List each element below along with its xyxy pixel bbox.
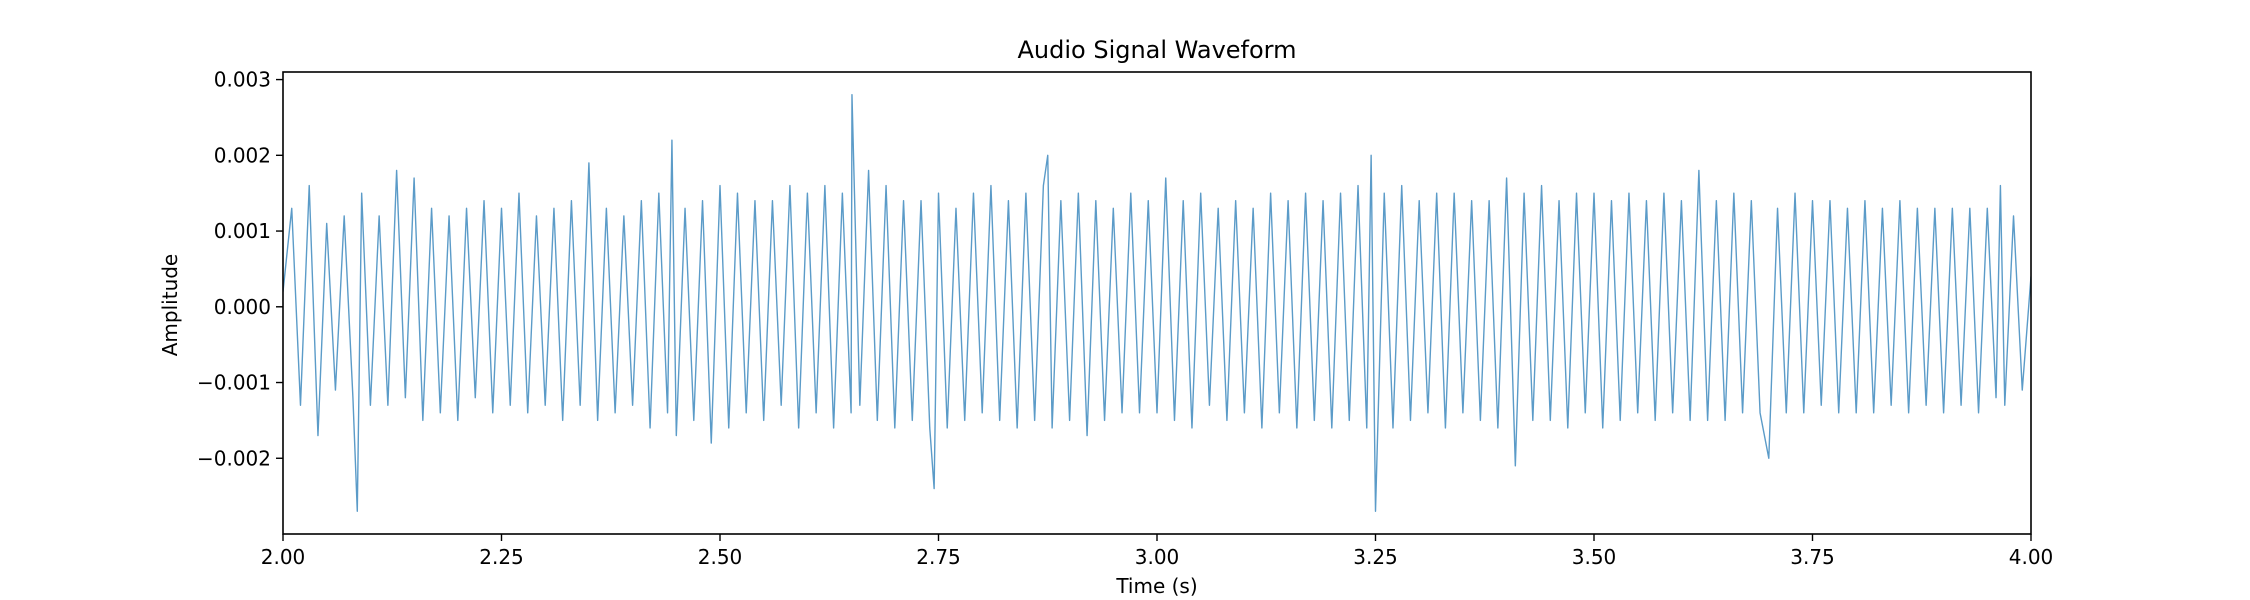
x-tick-label: 3.25 [1353,545,1398,569]
y-axis-title: Amplitude [158,254,182,357]
x-tick-label: 2.00 [261,545,306,569]
y-tick-label: −0.002 [197,446,271,470]
y-tick-label: 0.003 [214,68,271,92]
x-axis-title: Time (s) [1115,574,1197,598]
x-tick-label: 2.25 [479,545,524,569]
x-tick-label: 4.00 [2009,545,2054,569]
x-tick-label: 2.75 [916,545,961,569]
x-tick-label: 2.50 [698,545,743,569]
x-tick-label: 3.50 [1572,545,1617,569]
x-tick-label: 3.00 [1135,545,1180,569]
y-tick-label: 0.002 [214,143,271,167]
plot-area [283,94,2031,512]
y-tick-label: −0.001 [197,371,271,395]
y-tick-label: 0.000 [214,295,271,319]
chart-title: Audio Signal Waveform [1017,36,1296,64]
x-axis-ticks: 2.00 2.25 2.50 2.75 3.00 3.25 3.50 3.75 4.00 [261,534,2054,569]
plot-frame [282,71,2032,535]
y-tick-label: 0.001 [214,219,271,243]
x-tick-label: 3.75 [1790,545,1835,569]
waveform-series-line [283,94,2031,512]
y-axis-ticks: 0.003 0.002 0.001 0.000 −0.001 −0.002 [197,68,283,470]
